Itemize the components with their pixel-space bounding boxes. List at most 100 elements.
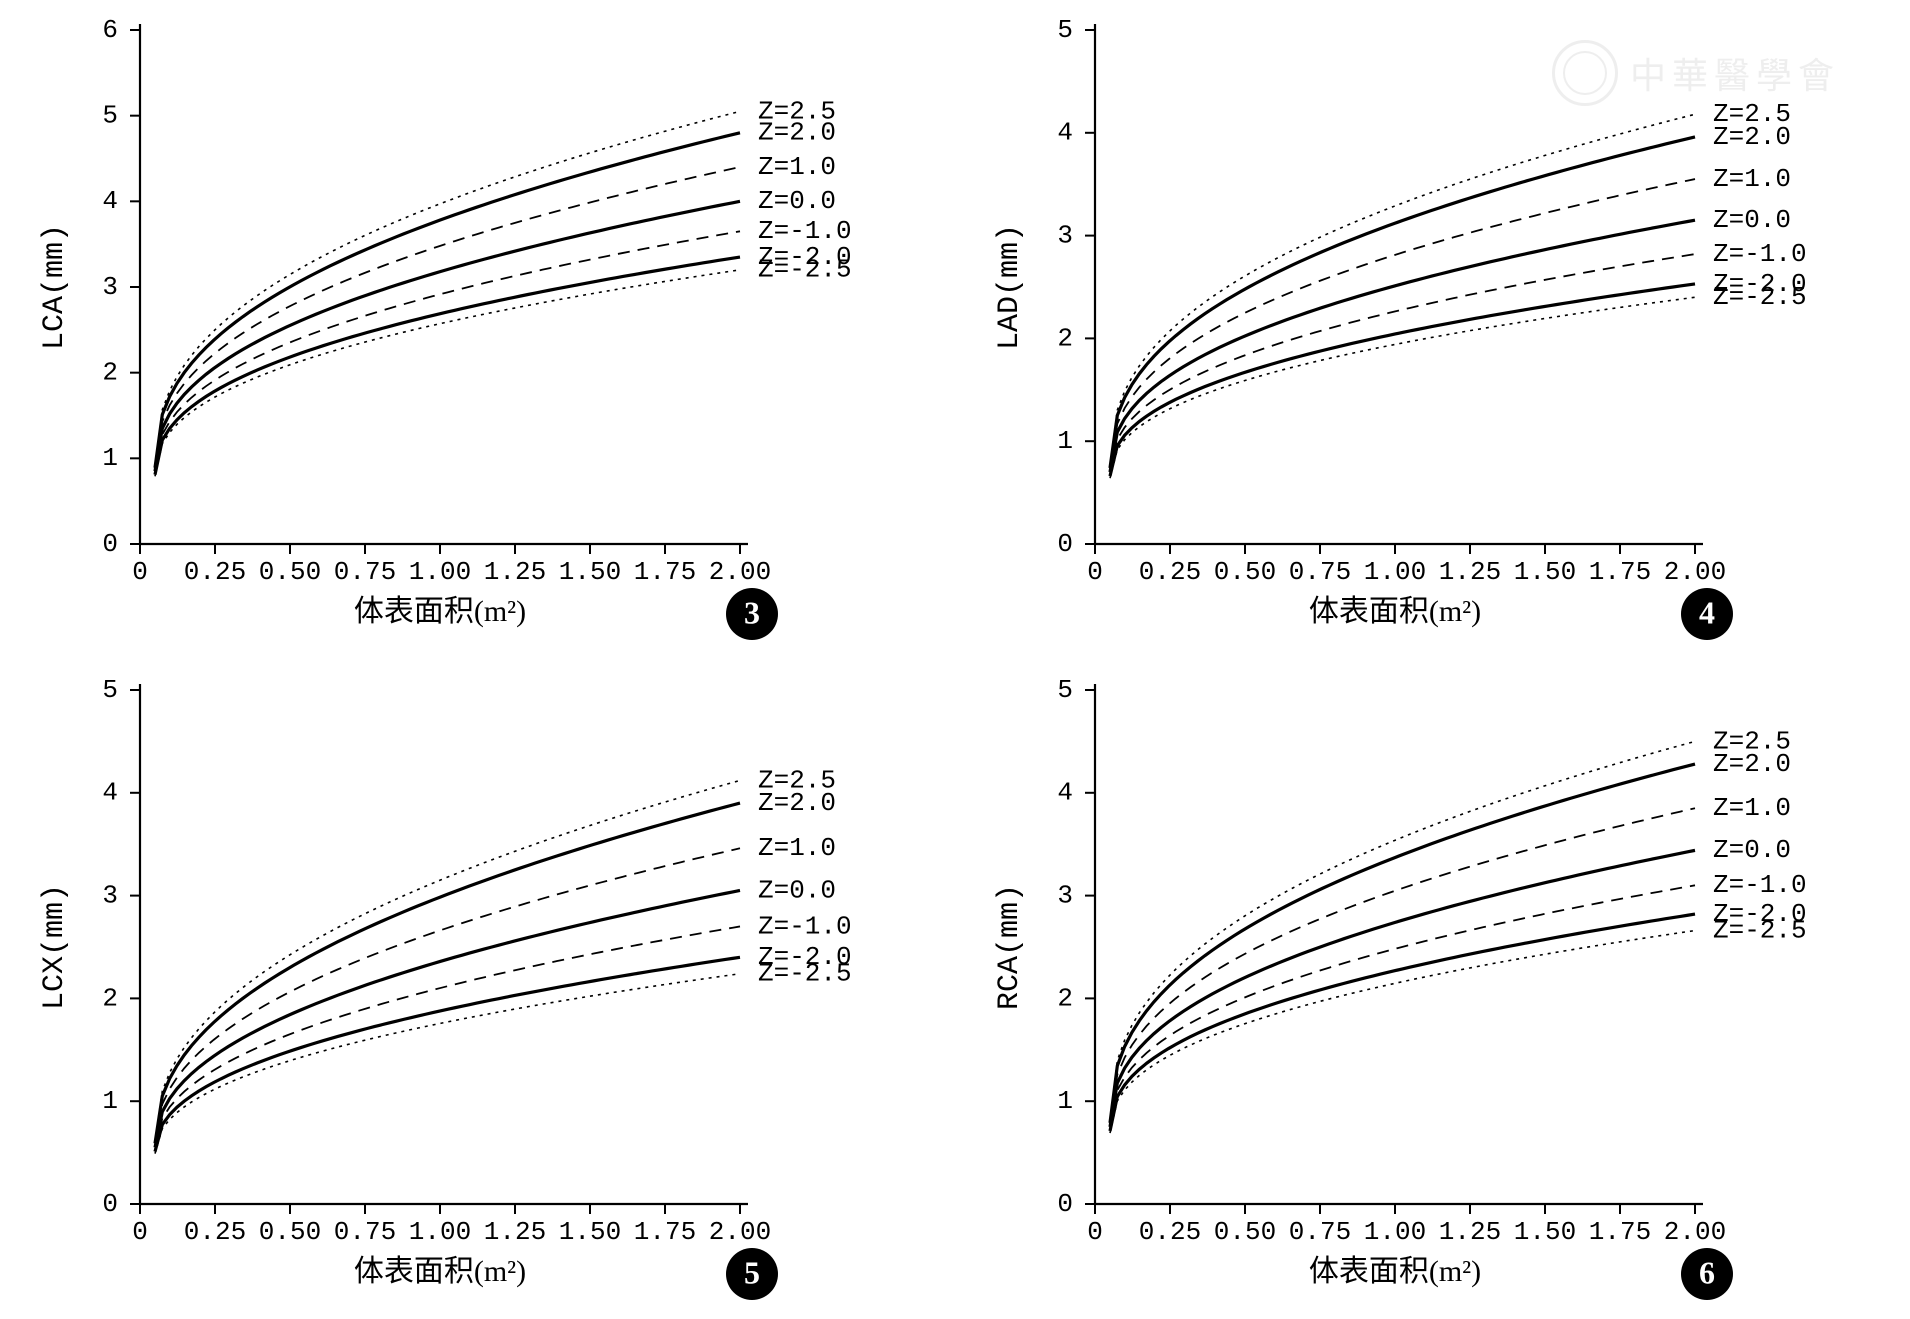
z-label: Z=0.0 [758, 875, 836, 905]
svg-text:1.75: 1.75 [1589, 557, 1651, 587]
svg-text:1.25: 1.25 [484, 1216, 546, 1246]
panel-badge-number: 6 [1699, 1254, 1715, 1290]
svg-text:2.00: 2.00 [1664, 557, 1726, 587]
z-label: Z=-2.5 [1713, 282, 1807, 312]
z-label: Z=-1.0 [1713, 870, 1807, 900]
chart-container: 0 0.25 0.50 0.75 1.00 1.25 1.50 1.75 2.00 0 1 2 3 4 5 6… [0, 0, 1910, 1319]
svg-text:5: 5 [102, 674, 118, 704]
z-label: Z=-2.5 [1713, 915, 1807, 945]
svg-text:LCX(mm): LCX(mm) [38, 883, 72, 1009]
z-label: Z=2.0 [1713, 748, 1791, 778]
svg-text:4: 4 [1057, 777, 1073, 807]
z-curve [155, 201, 740, 471]
svg-text:1.75: 1.75 [1589, 1216, 1651, 1246]
z-label: Z=-1.0 [1713, 239, 1807, 269]
panel-badge-number: 4 [1699, 594, 1715, 630]
svg-text:0.75: 0.75 [334, 1216, 396, 1246]
chart-panel-5: 0 0.25 0.50 0.75 1.00 1.25 1.50 1.75 2.00 0 1 2 3 4 5 体… [0, 660, 955, 1319]
svg-text:RCA(mm): RCA(mm) [993, 883, 1027, 1009]
svg-text:1.50: 1.50 [1514, 1216, 1576, 1246]
z-label: Z=0.0 [1713, 835, 1791, 865]
svg-text:体表面积(m²): 体表面积(m²) [1309, 595, 1481, 628]
z-curve [155, 133, 740, 468]
svg-text:0.75: 0.75 [1289, 1216, 1351, 1246]
z-label: Z=1.0 [1713, 793, 1791, 823]
svg-text:1: 1 [1057, 1086, 1073, 1116]
z-curve [155, 973, 740, 1153]
watermark-logo-icon [1552, 40, 1618, 106]
svg-text:0.50: 0.50 [1214, 557, 1276, 587]
svg-text:LAD(mm): LAD(mm) [993, 224, 1027, 350]
svg-text:1.00: 1.00 [1364, 1216, 1426, 1246]
z-label: Z=0.0 [1713, 205, 1791, 235]
z-label: Z=0.0 [758, 186, 836, 216]
svg-text:5: 5 [102, 101, 118, 131]
svg-text:0: 0 [1057, 1188, 1073, 1218]
svg-text:0: 0 [1087, 557, 1103, 587]
z-curve [155, 957, 740, 1151]
svg-text:2: 2 [1057, 323, 1073, 353]
z-curve [1110, 220, 1695, 472]
svg-text:2: 2 [102, 983, 118, 1013]
panel: 00.250.500.751.001.251.501.752.000123456… [0, 0, 955, 660]
svg-text:3: 3 [102, 880, 118, 910]
svg-text:体表面积(m²): 体表面积(m²) [1309, 1254, 1481, 1287]
panel: 0 0.25 0.50 0.75 1.00 1.25 1.50 1.75 2.00 0 1 2 3 4 5 体… [0, 660, 955, 1319]
svg-text:1.50: 1.50 [1514, 557, 1576, 587]
svg-text:2.00: 2.00 [709, 1216, 771, 1246]
svg-text:1.00: 1.00 [1364, 557, 1426, 587]
svg-text:0.75: 0.75 [334, 557, 396, 587]
z-label: Z=-2.5 [758, 958, 852, 988]
svg-text:1.00: 1.00 [409, 1216, 471, 1246]
svg-text:0.50: 0.50 [259, 1216, 321, 1246]
svg-text:0: 0 [1087, 1216, 1103, 1246]
z-curve [1110, 284, 1695, 476]
svg-text:1.00: 1.00 [409, 557, 471, 587]
z-curve [1110, 741, 1695, 1120]
z-label: Z=2.0 [758, 118, 836, 148]
svg-text:0.25: 0.25 [1139, 557, 1201, 587]
z-label: Z=-2.5 [758, 255, 852, 285]
panel-grid: 0 0.25 0.50 0.75 1.00 1.25 1.50 1.75 2.00 0 1 2 3 4 5 6… [0, 0, 1910, 1319]
svg-text:1: 1 [1057, 426, 1073, 456]
svg-text:0: 0 [102, 1188, 118, 1218]
svg-text:1.50: 1.50 [559, 1216, 621, 1246]
z-curve [155, 257, 740, 475]
svg-text:体表面积(m²): 体表面积(m²) [354, 595, 526, 628]
z-curve [155, 111, 740, 466]
svg-text:6: 6 [102, 15, 118, 45]
svg-text:LCA(mm): LCA(mm) [38, 224, 72, 350]
svg-text:1: 1 [102, 1086, 118, 1116]
z-label: Z=2.0 [758, 787, 836, 817]
svg-text:1.25: 1.25 [484, 557, 546, 587]
svg-text:2: 2 [1057, 983, 1073, 1013]
z-curve [155, 231, 740, 473]
svg-text:1.75: 1.75 [634, 1216, 696, 1246]
chart-panel-6: 00.250.500.751.001.251.501.752.00012345体… [955, 660, 1910, 1319]
z-label: Z=2.0 [1713, 122, 1791, 152]
svg-text:体表面积(m²): 体表面积(m²) [354, 1254, 526, 1287]
svg-text:0.25: 0.25 [184, 1216, 246, 1246]
svg-text:2: 2 [102, 358, 118, 388]
svg-text:4: 4 [102, 777, 118, 807]
svg-text:0.50: 0.50 [1214, 1216, 1276, 1246]
svg-text:3: 3 [1057, 220, 1073, 250]
z-label: Z=1.0 [758, 152, 836, 182]
svg-text:1.75: 1.75 [634, 557, 696, 587]
svg-text:0: 0 [102, 529, 118, 559]
z-curve [1110, 114, 1695, 466]
z-curve [155, 803, 740, 1143]
z-curve [155, 270, 740, 476]
svg-text:0.25: 0.25 [1139, 1216, 1201, 1246]
panel-badge-number: 5 [744, 1254, 760, 1290]
svg-text:0.25: 0.25 [184, 557, 246, 587]
svg-text:3: 3 [102, 272, 118, 302]
chart-panel-3: 00.250.500.751.001.251.501.752.000123456… [0, 0, 955, 659]
z-label: Z=1.0 [1713, 164, 1791, 194]
svg-text:0: 0 [132, 557, 148, 587]
svg-text:0: 0 [132, 1216, 148, 1246]
watermark-text: 中華醫學會 [1630, 47, 1840, 99]
svg-text:1.25: 1.25 [1439, 1216, 1501, 1246]
svg-text:0.50: 0.50 [259, 557, 321, 587]
z-label: Z=1.0 [758, 833, 836, 863]
